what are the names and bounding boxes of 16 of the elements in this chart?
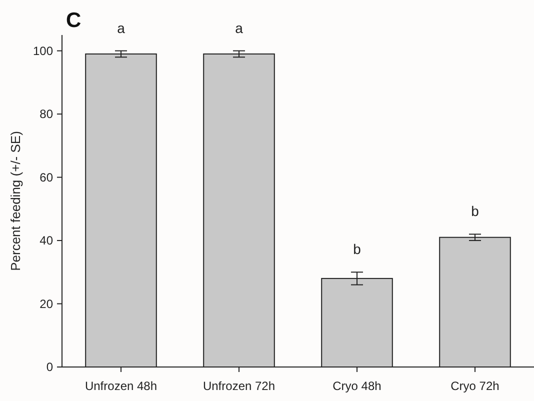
y-tick-label: 100 (32, 44, 54, 58)
annotation: a (117, 20, 126, 36)
y-tick-label: 20 (40, 296, 54, 311)
y-tick-label: 40 (40, 234, 54, 248)
y-tick-label: 80 (40, 107, 54, 122)
y-tick-label: 60 (40, 170, 54, 184)
x-tick-label: Unfrozen 72h (202, 379, 276, 394)
x-tick-label: Unfrozen 48h (84, 379, 158, 394)
annotation: b (353, 241, 362, 258)
chart-title: C (66, 9, 82, 32)
annotation: a (235, 20, 244, 36)
y-tick-label: 0 (46, 360, 54, 374)
y-axis-title: Percent feeding (+/- SE) (8, 131, 23, 271)
x-tick-label: Cryo 48h (332, 379, 382, 394)
x-tick-label: Cryo 72h (450, 379, 500, 394)
annotation: b (471, 203, 480, 220)
